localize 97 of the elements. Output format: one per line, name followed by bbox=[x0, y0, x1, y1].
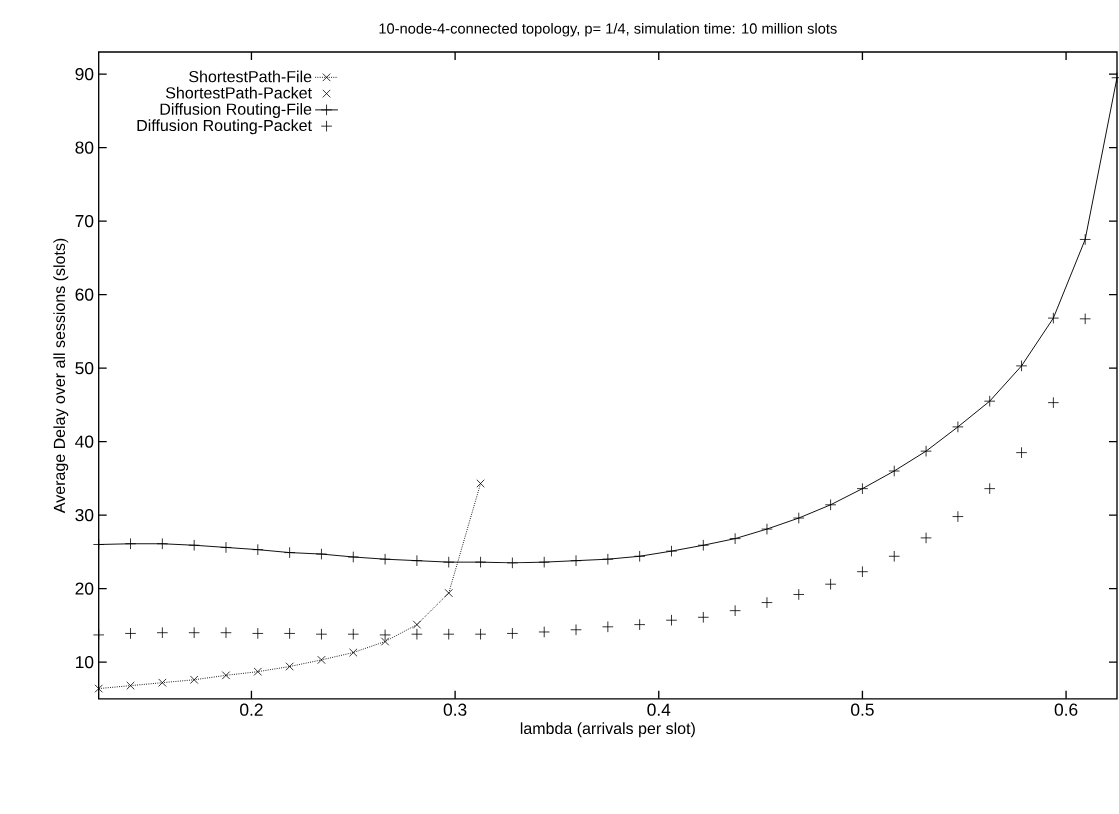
point bbox=[285, 662, 294, 671]
x-tick-label: 0.5 bbox=[851, 703, 874, 717]
point bbox=[252, 627, 264, 640]
point bbox=[283, 547, 296, 559]
point bbox=[380, 637, 390, 646]
point bbox=[411, 628, 423, 641]
point bbox=[1015, 447, 1028, 459]
point bbox=[665, 614, 678, 627]
point bbox=[1015, 360, 1028, 372]
point bbox=[156, 627, 169, 639]
point bbox=[315, 548, 328, 561]
legend-label: ShortestPath-File bbox=[189, 70, 312, 83]
y-tick-label: 50 bbox=[75, 362, 94, 375]
point bbox=[188, 627, 200, 639]
point bbox=[920, 445, 932, 458]
point bbox=[124, 627, 137, 640]
y-tick-label: 90 bbox=[75, 68, 94, 81]
point bbox=[443, 556, 455, 569]
point bbox=[697, 539, 710, 552]
point bbox=[602, 553, 614, 566]
point bbox=[793, 588, 805, 601]
point bbox=[156, 538, 169, 550]
point bbox=[665, 545, 678, 558]
point bbox=[188, 539, 200, 552]
point bbox=[124, 538, 137, 550]
point bbox=[920, 532, 932, 544]
point bbox=[602, 621, 614, 633]
point bbox=[633, 550, 646, 563]
y-tick-label: 10 bbox=[76, 656, 94, 669]
point bbox=[315, 628, 328, 641]
point bbox=[317, 655, 326, 665]
point bbox=[252, 544, 264, 556]
point bbox=[158, 678, 167, 688]
legend-label: ShortestPath-Packet bbox=[165, 87, 312, 99]
point bbox=[444, 589, 453, 598]
legend-label: Diffusion Routing-Packet bbox=[137, 119, 312, 135]
point bbox=[761, 597, 773, 609]
y-axis-title: Average Delay over all sessions (slots) bbox=[53, 238, 69, 514]
point bbox=[793, 512, 805, 524]
point bbox=[443, 628, 455, 641]
point bbox=[570, 624, 582, 636]
chart-title: 10-node-4-connected topology, p= 1/4, simulation time: 10 million slots bbox=[379, 23, 837, 37]
x-tick-label: 0.3 bbox=[443, 703, 467, 717]
point bbox=[1079, 233, 1091, 246]
point bbox=[126, 681, 135, 691]
point bbox=[412, 620, 422, 630]
x-tick-label: 0.6 bbox=[1054, 703, 1078, 717]
point bbox=[506, 557, 519, 569]
point bbox=[729, 533, 741, 545]
y-tick-label: 40 bbox=[75, 435, 94, 448]
legend-label: Diffusion Routing-File bbox=[160, 103, 312, 119]
point bbox=[92, 629, 105, 641]
point bbox=[379, 629, 391, 641]
point bbox=[856, 483, 869, 495]
point bbox=[411, 555, 423, 567]
point bbox=[476, 479, 485, 488]
point bbox=[761, 523, 773, 536]
x-tick-label: 0.4 bbox=[647, 703, 671, 717]
point bbox=[952, 511, 964, 523]
point bbox=[221, 671, 231, 680]
point bbox=[253, 667, 262, 677]
point bbox=[570, 555, 582, 567]
point bbox=[538, 556, 550, 569]
point bbox=[633, 619, 646, 631]
x-axis-title: lambda (arrivals per slot) bbox=[520, 722, 695, 738]
point bbox=[506, 627, 519, 640]
point bbox=[1079, 313, 1091, 325]
point bbox=[983, 483, 996, 495]
y-tick-label: 70 bbox=[75, 215, 94, 228]
point bbox=[347, 628, 360, 641]
y-tick-label: 80 bbox=[75, 141, 94, 154]
point bbox=[283, 627, 296, 640]
point bbox=[888, 550, 900, 563]
point bbox=[824, 578, 837, 591]
point bbox=[220, 627, 232, 639]
point bbox=[983, 395, 996, 408]
point bbox=[1047, 397, 1060, 409]
point bbox=[952, 421, 964, 433]
point bbox=[474, 556, 487, 569]
point bbox=[729, 605, 741, 617]
point bbox=[190, 675, 199, 685]
point bbox=[349, 648, 358, 657]
point bbox=[888, 465, 900, 477]
point bbox=[538, 626, 550, 638]
point bbox=[1047, 312, 1060, 325]
y-tick-label: 20 bbox=[75, 582, 94, 595]
point bbox=[347, 551, 360, 563]
y-tick-label: 60 bbox=[75, 288, 94, 301]
point bbox=[94, 684, 103, 693]
point bbox=[379, 553, 391, 566]
point bbox=[856, 566, 869, 578]
y-tick-label: 30 bbox=[75, 509, 94, 522]
point bbox=[220, 541, 232, 554]
point bbox=[824, 499, 837, 511]
point bbox=[474, 628, 487, 641]
x-tick-label: 0.2 bbox=[240, 703, 263, 717]
point bbox=[697, 611, 710, 624]
